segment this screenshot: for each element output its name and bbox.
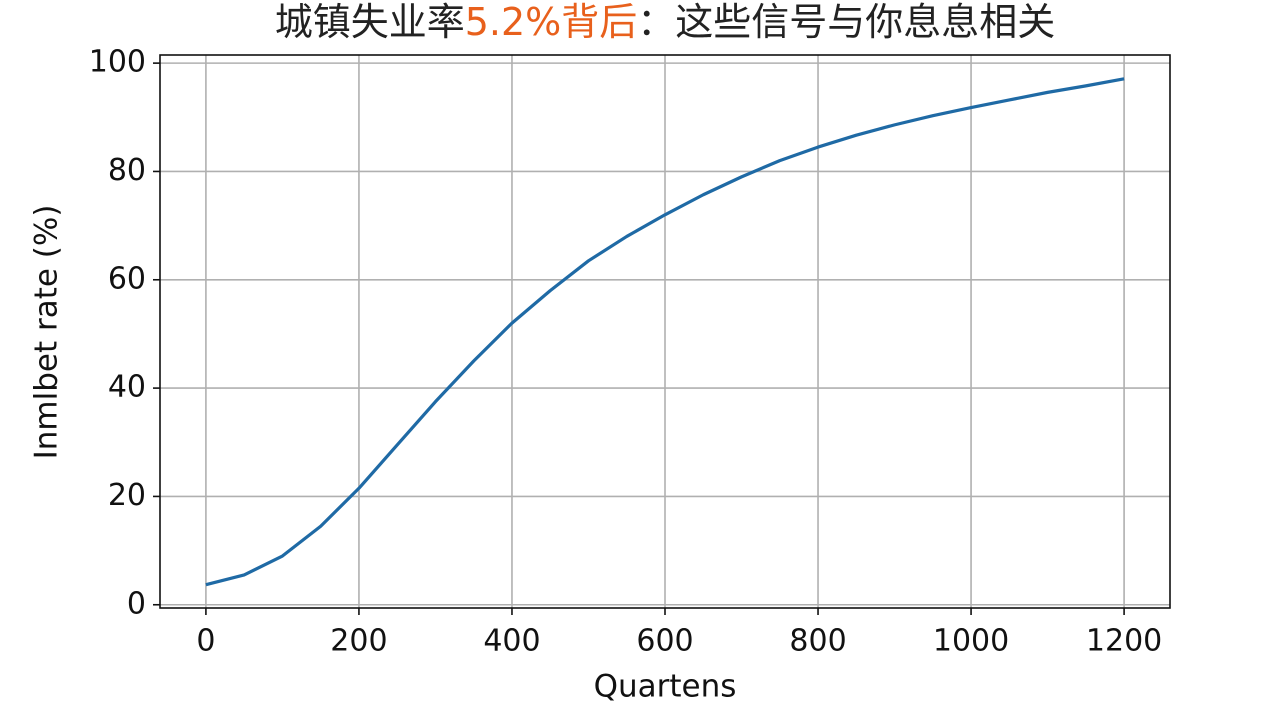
y-tick-label: 80 [108, 153, 146, 188]
x-tick-label: 200 [330, 624, 387, 659]
title-highlight: 5.2%背后 [465, 0, 638, 44]
x-tick-label: 0 [196, 624, 215, 659]
y-tick-label: 60 [108, 261, 146, 296]
x-tick-label: 800 [789, 624, 846, 659]
y-tick-label: 20 [108, 478, 146, 513]
plot-frame [159, 54, 1171, 609]
x-tick-label: 600 [636, 624, 693, 659]
data-line [205, 77, 1125, 587]
x-axis-label: Quartens [594, 669, 737, 705]
y-tick-label: 40 [108, 370, 146, 405]
title-part: ：这些信号与你息息相关 [637, 0, 1055, 44]
x-tick-label: 1200 [1086, 624, 1162, 659]
y-axis-label: Inmlbet rate (%) [29, 205, 65, 460]
y-tick-label: 100 [89, 45, 146, 80]
x-tick-label: 1000 [933, 624, 1009, 659]
chart-title: 城镇失业率5.2%背后：这些信号与你息息相关 [275, 0, 1056, 44]
title-part: 城镇失业率 [275, 0, 465, 44]
x-tick-label: 400 [483, 624, 540, 659]
y-tick-label: 0 [127, 586, 146, 621]
